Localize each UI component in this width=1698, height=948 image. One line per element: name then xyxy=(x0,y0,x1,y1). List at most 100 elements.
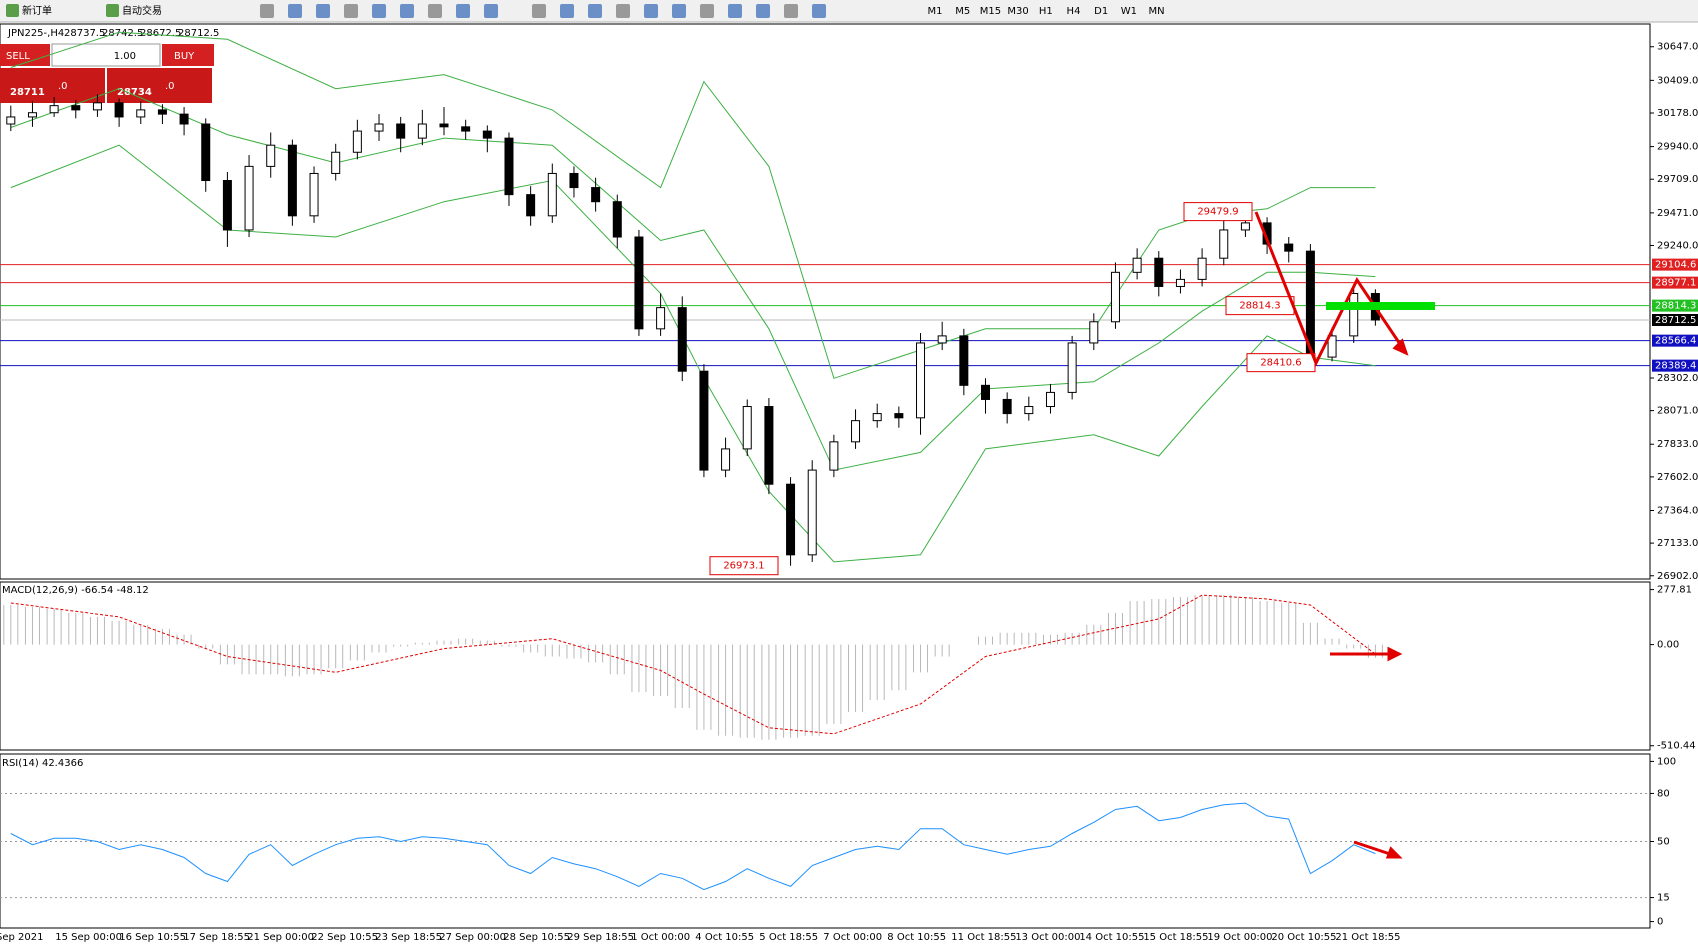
candle-body xyxy=(1089,321,1099,344)
candle-body xyxy=(439,123,449,128)
x-tick-label: 29 Sep 18:55 xyxy=(567,932,634,943)
candle-body xyxy=(916,342,926,419)
toolbar-icon[interactable] xyxy=(644,4,658,18)
candle-body xyxy=(547,172,557,217)
candle-body xyxy=(71,105,81,111)
toolbar-icon[interactable] xyxy=(672,4,686,18)
x-tick-label: 14 Oct 10:55 xyxy=(1079,932,1144,943)
main-pane xyxy=(0,23,1651,580)
x-tick-label: 1 Oct 00:00 xyxy=(631,932,690,943)
toolbar-button[interactable]: 自动交易 xyxy=(122,4,162,17)
candle-body xyxy=(1045,391,1055,408)
sell-button[interactable] xyxy=(0,44,50,66)
candle-body xyxy=(179,113,189,125)
candle-body xyxy=(309,172,319,217)
toolbar-icon[interactable] xyxy=(560,4,574,18)
toolbar-icon[interactable] xyxy=(756,4,770,18)
level-tag xyxy=(1652,334,1698,347)
sell-label: SELL xyxy=(6,51,30,62)
toolbar-icon[interactable] xyxy=(344,4,358,18)
y-tick-label: 277.81 xyxy=(1657,585,1692,596)
toolbar-icon[interactable] xyxy=(532,4,546,18)
level-tag xyxy=(1652,276,1698,289)
level-tag xyxy=(1652,359,1698,372)
toolbar-icon[interactable] xyxy=(456,4,470,18)
arrow-head xyxy=(1385,846,1403,859)
timeframe-button[interactable]: M15 xyxy=(980,6,1001,17)
bollinger-lower xyxy=(10,144,1376,563)
candle-body xyxy=(829,441,839,471)
candle-body xyxy=(1219,229,1229,259)
y-tick-label: 28302.0 xyxy=(1657,373,1698,384)
candle-body xyxy=(244,165,254,231)
x-tick-label: 28 Sep 10:55 xyxy=(503,932,570,943)
timeframe-button[interactable]: M1 xyxy=(928,6,943,17)
lots-field[interactable] xyxy=(51,43,161,67)
toolbar-icon[interactable] xyxy=(812,4,826,18)
annotation-box xyxy=(709,556,779,576)
candle-body xyxy=(27,112,37,118)
toolbar-icon[interactable] xyxy=(316,4,330,18)
macd-signal xyxy=(10,594,1376,735)
toolbar-icon[interactable] xyxy=(372,4,386,18)
candle-body xyxy=(1175,278,1185,287)
candle-body xyxy=(634,236,644,330)
candle-body xyxy=(1067,342,1077,393)
annotation-arrows xyxy=(1254,211,1409,859)
timeframe-button[interactable]: W1 xyxy=(1121,6,1137,17)
timeframe-button[interactable]: M5 xyxy=(955,6,970,17)
timeframe-button[interactable]: H4 xyxy=(1067,6,1081,17)
candle-body xyxy=(266,144,276,167)
toolbar-icon[interactable] xyxy=(700,4,714,18)
candle-body xyxy=(981,384,990,400)
toolbar-icon[interactable] xyxy=(728,4,742,18)
toolbar-icon[interactable] xyxy=(484,4,498,18)
x-tick-label: 22 Sep 10:55 xyxy=(311,932,378,943)
y-tick-label: 50 xyxy=(1657,837,1670,848)
toolbar-icon[interactable] xyxy=(588,4,602,18)
lots-value: 1.00 xyxy=(114,51,136,62)
symbol-ohlc: 28672.5 xyxy=(140,28,181,39)
buy-button[interactable] xyxy=(162,44,214,66)
candle-body xyxy=(786,483,796,556)
candle-body xyxy=(222,180,232,231)
candle-body xyxy=(482,130,492,139)
candle-body xyxy=(807,469,817,556)
bid-panel[interactable] xyxy=(0,68,105,103)
candle-body xyxy=(92,102,102,111)
y-tick-label: 30409.0 xyxy=(1657,75,1698,86)
timeframe-button[interactable]: M30 xyxy=(1007,6,1028,17)
macd-label: MACD(12,26,9) -66.54 -48.12 xyxy=(2,585,149,596)
y-tick-label: 29471.0 xyxy=(1657,208,1698,219)
x-tick-label: 8 Oct 10:55 xyxy=(887,932,946,943)
annotation-label: 28410.6 xyxy=(1260,358,1301,369)
x-tick-label: Sep 2021 xyxy=(0,932,43,943)
y-tick-label: -510.44 xyxy=(1657,741,1696,752)
x-tick-label: 27 Sep 00:00 xyxy=(439,932,506,943)
toolbar-icon[interactable] xyxy=(400,4,414,18)
ask-panel[interactable] xyxy=(107,68,212,103)
toolbar-icon[interactable] xyxy=(260,4,274,18)
candle-body xyxy=(201,123,211,182)
toolbar-icon[interactable] xyxy=(616,4,630,18)
toolbar-button[interactable]: 新订单 xyxy=(22,4,52,17)
x-tick-label: 4 Oct 10:55 xyxy=(695,932,754,943)
candle-body xyxy=(851,420,861,443)
bid-price: 28711 xyxy=(10,87,45,98)
timeframe-button[interactable]: MN xyxy=(1149,6,1165,17)
candle-body xyxy=(287,144,297,217)
arrow-head xyxy=(1392,338,1409,356)
candle-body xyxy=(959,335,969,386)
level-tag-label: 28389.4 xyxy=(1655,361,1696,372)
toolbar-icon xyxy=(6,4,19,17)
timeframe-button[interactable]: D1 xyxy=(1094,6,1108,17)
candle-body xyxy=(591,187,601,203)
toolbar-icon[interactable] xyxy=(288,4,302,18)
y-tick-label: 15 xyxy=(1657,893,1670,904)
candle-body xyxy=(569,172,579,189)
timeframe-button[interactable]: H1 xyxy=(1039,6,1053,17)
y-tick-label: 26902.0 xyxy=(1657,571,1698,582)
toolbar-icon[interactable] xyxy=(428,4,442,18)
candle-body xyxy=(1240,222,1250,231)
toolbar-icon[interactable] xyxy=(784,4,798,18)
